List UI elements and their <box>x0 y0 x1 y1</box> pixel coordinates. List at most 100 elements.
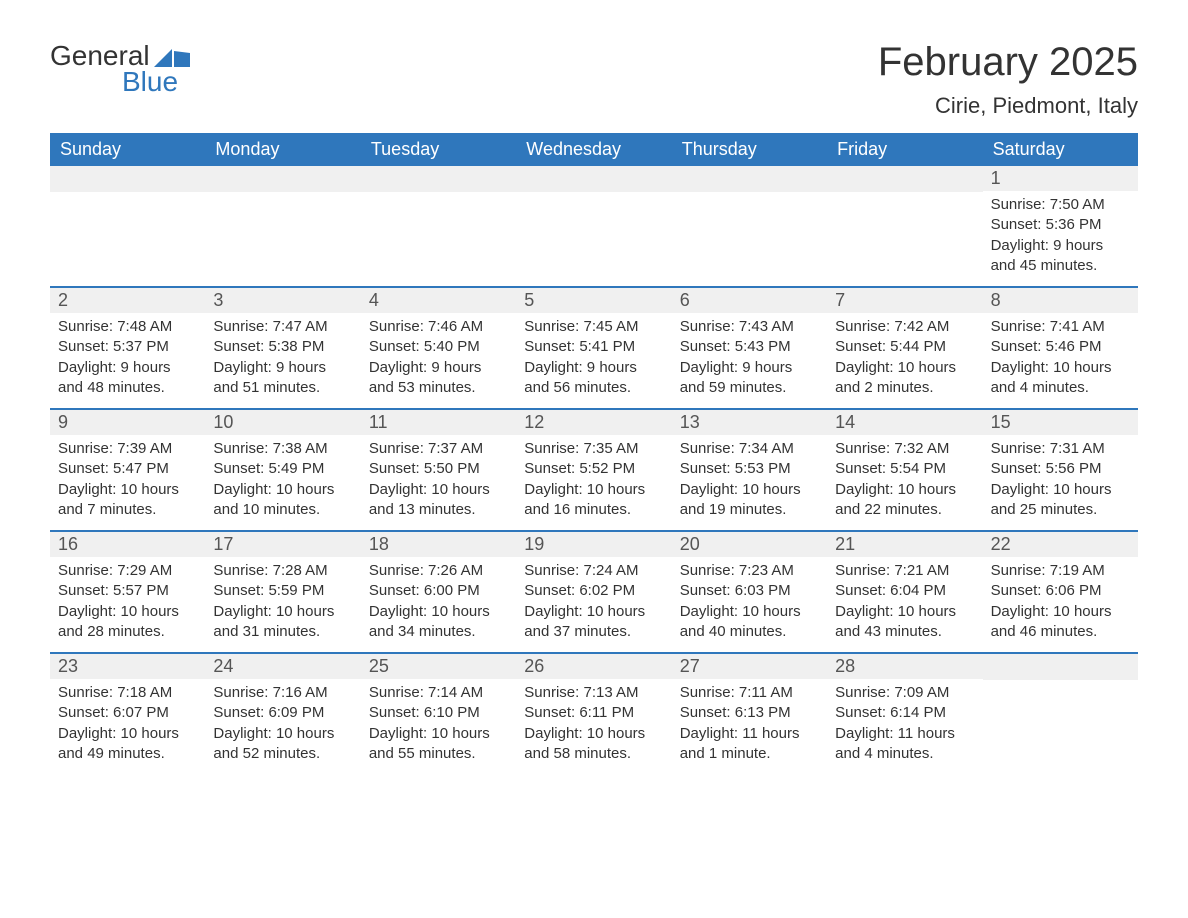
sunset-line: Sunset: 5:37 PM <box>58 337 197 357</box>
sunset-line: Sunset: 6:10 PM <box>369 703 508 723</box>
day-number: 12 <box>516 410 671 435</box>
sunset-line: Sunset: 5:49 PM <box>213 459 352 479</box>
sunrise-line: Sunrise: 7:14 AM <box>369 683 508 703</box>
location: Cirie, Piedmont, Italy <box>878 93 1138 119</box>
daylight-line: Daylight: 9 hours and 48 minutes. <box>58 358 197 399</box>
day-number: 22 <box>983 532 1138 557</box>
day-details: Sunrise: 7:28 AMSunset: 5:59 PMDaylight:… <box>205 557 360 652</box>
daylight-line: Daylight: 10 hours and 49 minutes. <box>58 724 197 765</box>
flag-icon <box>154 45 190 67</box>
sunrise-line: Sunrise: 7:19 AM <box>991 561 1130 581</box>
day-number: 16 <box>50 532 205 557</box>
day-number: 1 <box>983 166 1138 191</box>
sunrise-line: Sunrise: 7:46 AM <box>369 317 508 337</box>
week-row: 9Sunrise: 7:39 AMSunset: 5:47 PMDaylight… <box>50 408 1138 530</box>
day-cell <box>50 166 205 286</box>
week-row: 2Sunrise: 7:48 AMSunset: 5:37 PMDaylight… <box>50 286 1138 408</box>
day-cell: 3Sunrise: 7:47 AMSunset: 5:38 PMDaylight… <box>205 288 360 408</box>
sunset-line: Sunset: 5:54 PM <box>835 459 974 479</box>
day-cell <box>827 166 982 286</box>
sunrise-line: Sunrise: 7:09 AM <box>835 683 974 703</box>
day-number: 21 <box>827 532 982 557</box>
sunrise-line: Sunrise: 7:16 AM <box>213 683 352 703</box>
day-cell: 11Sunrise: 7:37 AMSunset: 5:50 PMDayligh… <box>361 410 516 530</box>
daylight-line: Daylight: 9 hours and 56 minutes. <box>524 358 663 399</box>
day-number: 14 <box>827 410 982 435</box>
sunrise-line: Sunrise: 7:18 AM <box>58 683 197 703</box>
day-details: Sunrise: 7:11 AMSunset: 6:13 PMDaylight:… <box>672 679 827 774</box>
day-number: 13 <box>672 410 827 435</box>
sunrise-line: Sunrise: 7:31 AM <box>991 439 1130 459</box>
sunset-line: Sunset: 6:07 PM <box>58 703 197 723</box>
sunset-line: Sunset: 5:53 PM <box>680 459 819 479</box>
day-cell: 10Sunrise: 7:38 AMSunset: 5:49 PMDayligh… <box>205 410 360 530</box>
day-number: 20 <box>672 532 827 557</box>
day-details: Sunrise: 7:47 AMSunset: 5:38 PMDaylight:… <box>205 313 360 408</box>
day-header-cell: Wednesday <box>516 133 671 166</box>
day-cell: 9Sunrise: 7:39 AMSunset: 5:47 PMDaylight… <box>50 410 205 530</box>
sunset-line: Sunset: 6:03 PM <box>680 581 819 601</box>
day-cell: 19Sunrise: 7:24 AMSunset: 6:02 PMDayligh… <box>516 532 671 652</box>
sunrise-line: Sunrise: 7:42 AM <box>835 317 974 337</box>
daylight-line: Daylight: 10 hours and 43 minutes. <box>835 602 974 643</box>
day-cell: 13Sunrise: 7:34 AMSunset: 5:53 PMDayligh… <box>672 410 827 530</box>
daylight-line: Daylight: 10 hours and 52 minutes. <box>213 724 352 765</box>
day-number: 27 <box>672 654 827 679</box>
daylight-line: Daylight: 10 hours and 25 minutes. <box>991 480 1130 521</box>
daylight-line: Daylight: 10 hours and 7 minutes. <box>58 480 197 521</box>
day-number: 7 <box>827 288 982 313</box>
sunrise-line: Sunrise: 7:48 AM <box>58 317 197 337</box>
daylight-line: Daylight: 10 hours and 37 minutes. <box>524 602 663 643</box>
day-number: 3 <box>205 288 360 313</box>
sunrise-line: Sunrise: 7:11 AM <box>680 683 819 703</box>
header: General Blue February 2025 Cirie, Piedmo… <box>50 40 1138 119</box>
sunset-line: Sunset: 5:56 PM <box>991 459 1130 479</box>
sunset-line: Sunset: 6:13 PM <box>680 703 819 723</box>
day-details: Sunrise: 7:09 AMSunset: 6:14 PMDaylight:… <box>827 679 982 774</box>
sunrise-line: Sunrise: 7:29 AM <box>58 561 197 581</box>
sunrise-line: Sunrise: 7:21 AM <box>835 561 974 581</box>
day-cell <box>361 166 516 286</box>
daylight-line: Daylight: 10 hours and 16 minutes. <box>524 480 663 521</box>
day-number: 11 <box>361 410 516 435</box>
day-number: 5 <box>516 288 671 313</box>
title-block: February 2025 Cirie, Piedmont, Italy <box>878 40 1138 119</box>
sunrise-line: Sunrise: 7:34 AM <box>680 439 819 459</box>
sunset-line: Sunset: 5:57 PM <box>58 581 197 601</box>
day-cell: 8Sunrise: 7:41 AMSunset: 5:46 PMDaylight… <box>983 288 1138 408</box>
sunset-line: Sunset: 6:04 PM <box>835 581 974 601</box>
day-details: Sunrise: 7:35 AMSunset: 5:52 PMDaylight:… <box>516 435 671 530</box>
sunset-line: Sunset: 5:36 PM <box>991 215 1130 235</box>
day-number: 8 <box>983 288 1138 313</box>
day-header-cell: Tuesday <box>361 133 516 166</box>
daylight-line: Daylight: 10 hours and 34 minutes. <box>369 602 508 643</box>
sunset-line: Sunset: 5:40 PM <box>369 337 508 357</box>
day-details: Sunrise: 7:42 AMSunset: 5:44 PMDaylight:… <box>827 313 982 408</box>
day-cell: 24Sunrise: 7:16 AMSunset: 6:09 PMDayligh… <box>205 654 360 774</box>
day-number: 6 <box>672 288 827 313</box>
daylight-line: Daylight: 10 hours and 13 minutes. <box>369 480 508 521</box>
day-details: Sunrise: 7:39 AMSunset: 5:47 PMDaylight:… <box>50 435 205 530</box>
daylight-line: Daylight: 9 hours and 53 minutes. <box>369 358 508 399</box>
day-details: Sunrise: 7:48 AMSunset: 5:37 PMDaylight:… <box>50 313 205 408</box>
sunset-line: Sunset: 5:52 PM <box>524 459 663 479</box>
sunrise-line: Sunrise: 7:38 AM <box>213 439 352 459</box>
day-number: 18 <box>361 532 516 557</box>
empty-day-number <box>50 166 205 192</box>
day-details: Sunrise: 7:31 AMSunset: 5:56 PMDaylight:… <box>983 435 1138 530</box>
day-details: Sunrise: 7:45 AMSunset: 5:41 PMDaylight:… <box>516 313 671 408</box>
day-number: 26 <box>516 654 671 679</box>
sunrise-line: Sunrise: 7:23 AM <box>680 561 819 581</box>
day-number: 28 <box>827 654 982 679</box>
day-details: Sunrise: 7:14 AMSunset: 6:10 PMDaylight:… <box>361 679 516 774</box>
day-cell: 1Sunrise: 7:50 AMSunset: 5:36 PMDaylight… <box>983 166 1138 286</box>
day-cell: 27Sunrise: 7:11 AMSunset: 6:13 PMDayligh… <box>672 654 827 774</box>
daylight-line: Daylight: 10 hours and 4 minutes. <box>991 358 1130 399</box>
daylight-line: Daylight: 10 hours and 28 minutes. <box>58 602 197 643</box>
day-details: Sunrise: 7:50 AMSunset: 5:36 PMDaylight:… <box>983 191 1138 286</box>
sunrise-line: Sunrise: 7:24 AM <box>524 561 663 581</box>
brand-text-blue: Blue <box>122 66 178 98</box>
day-number: 24 <box>205 654 360 679</box>
sunset-line: Sunset: 5:43 PM <box>680 337 819 357</box>
brand-logo: General Blue <box>50 40 190 98</box>
